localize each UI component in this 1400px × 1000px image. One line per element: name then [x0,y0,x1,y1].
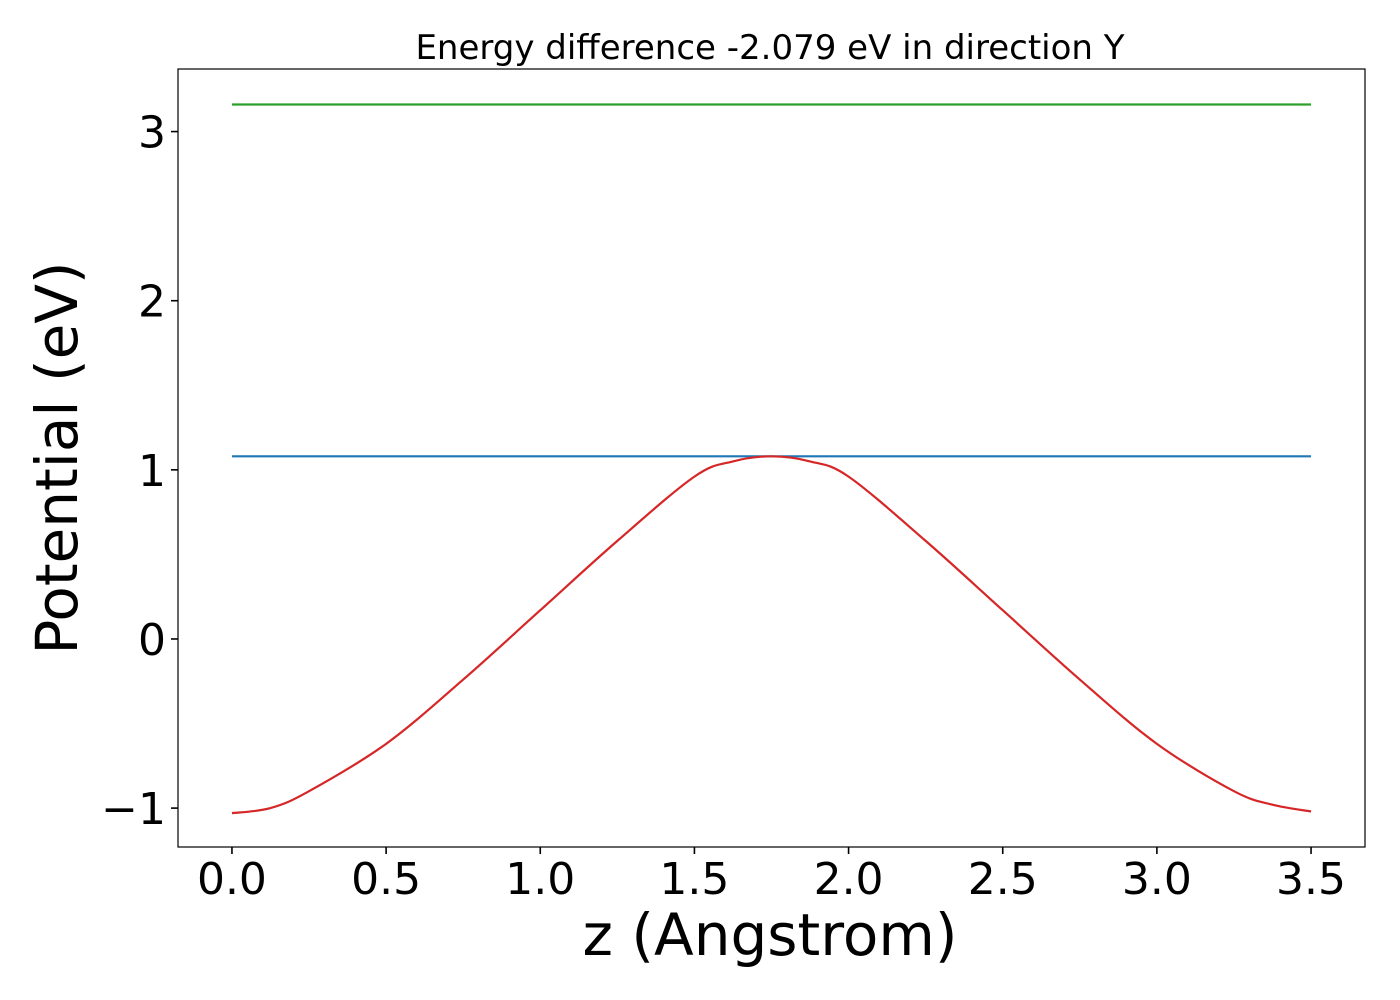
y-axis-label: Potential (eV) [23,261,91,654]
x-tick-label: 2.5 [968,854,1038,905]
x-tick-label: 1.0 [505,854,575,905]
x-axis-label: z (Angstrom) [583,901,958,969]
y-axis: −1 0 1 2 3 [101,108,178,835]
x-tick-label: 1.5 [659,854,729,905]
x-tick-label: 0.0 [197,854,267,905]
y-tick-label: 2 [138,277,166,328]
plot-frame [177,68,1366,848]
x-tick-label: 3.5 [1276,854,1346,905]
y-tick-label: 1 [138,446,166,497]
x-axis: 0.0 0.5 1.0 1.5 2.0 2.5 3.0 3.5 [197,847,1346,905]
series-line-red [231,455,1312,815]
x-tick-label: 3.0 [1122,854,1192,905]
y-tick-label: 0 [138,615,166,666]
y-tick-label: −1 [101,784,166,835]
x-tick-label: 2.0 [814,854,884,905]
x-tick-label: 0.5 [351,854,421,905]
y-tick-label: 3 [138,108,166,159]
series-layer [231,103,1312,815]
chart-title: Energy difference -2.079 eV in direction… [415,28,1124,68]
